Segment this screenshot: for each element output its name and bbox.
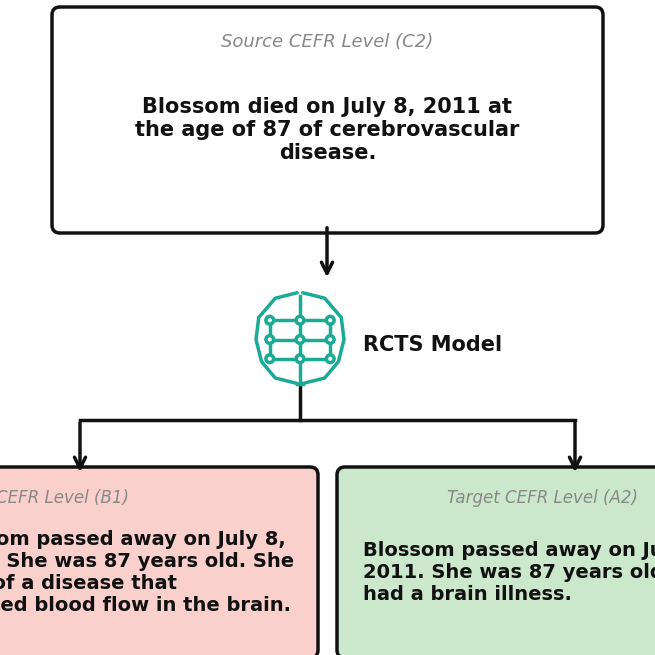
Circle shape <box>266 335 274 343</box>
Circle shape <box>326 316 334 324</box>
Circle shape <box>266 316 274 324</box>
FancyBboxPatch shape <box>337 467 655 655</box>
Text: Source CEFR Level (C2): Source CEFR Level (C2) <box>221 33 434 51</box>
Circle shape <box>296 316 304 324</box>
Text: Target CEFR Level (A2): Target CEFR Level (A2) <box>447 489 638 507</box>
Circle shape <box>296 355 304 363</box>
Text: Blossom passed away on July 8,
2011. She was 87 years old. She
died of a disease: Blossom passed away on July 8, 2011. She… <box>0 530 294 615</box>
Text: Blossom died on July 8, 2011 at
the age of 87 of cerebrovascular
disease.: Blossom died on July 8, 2011 at the age … <box>136 97 519 163</box>
Text: Target CEFR Level (B1): Target CEFR Level (B1) <box>0 489 129 507</box>
Text: Blossom passed away on July 8,
2011. She was 87 years old. She
had a brain illne: Blossom passed away on July 8, 2011. She… <box>363 541 655 604</box>
FancyBboxPatch shape <box>52 7 603 233</box>
Circle shape <box>266 355 274 363</box>
Text: RCTS Model: RCTS Model <box>363 335 502 355</box>
FancyBboxPatch shape <box>0 467 318 655</box>
Circle shape <box>326 355 334 363</box>
Circle shape <box>326 335 334 343</box>
Circle shape <box>296 335 304 343</box>
